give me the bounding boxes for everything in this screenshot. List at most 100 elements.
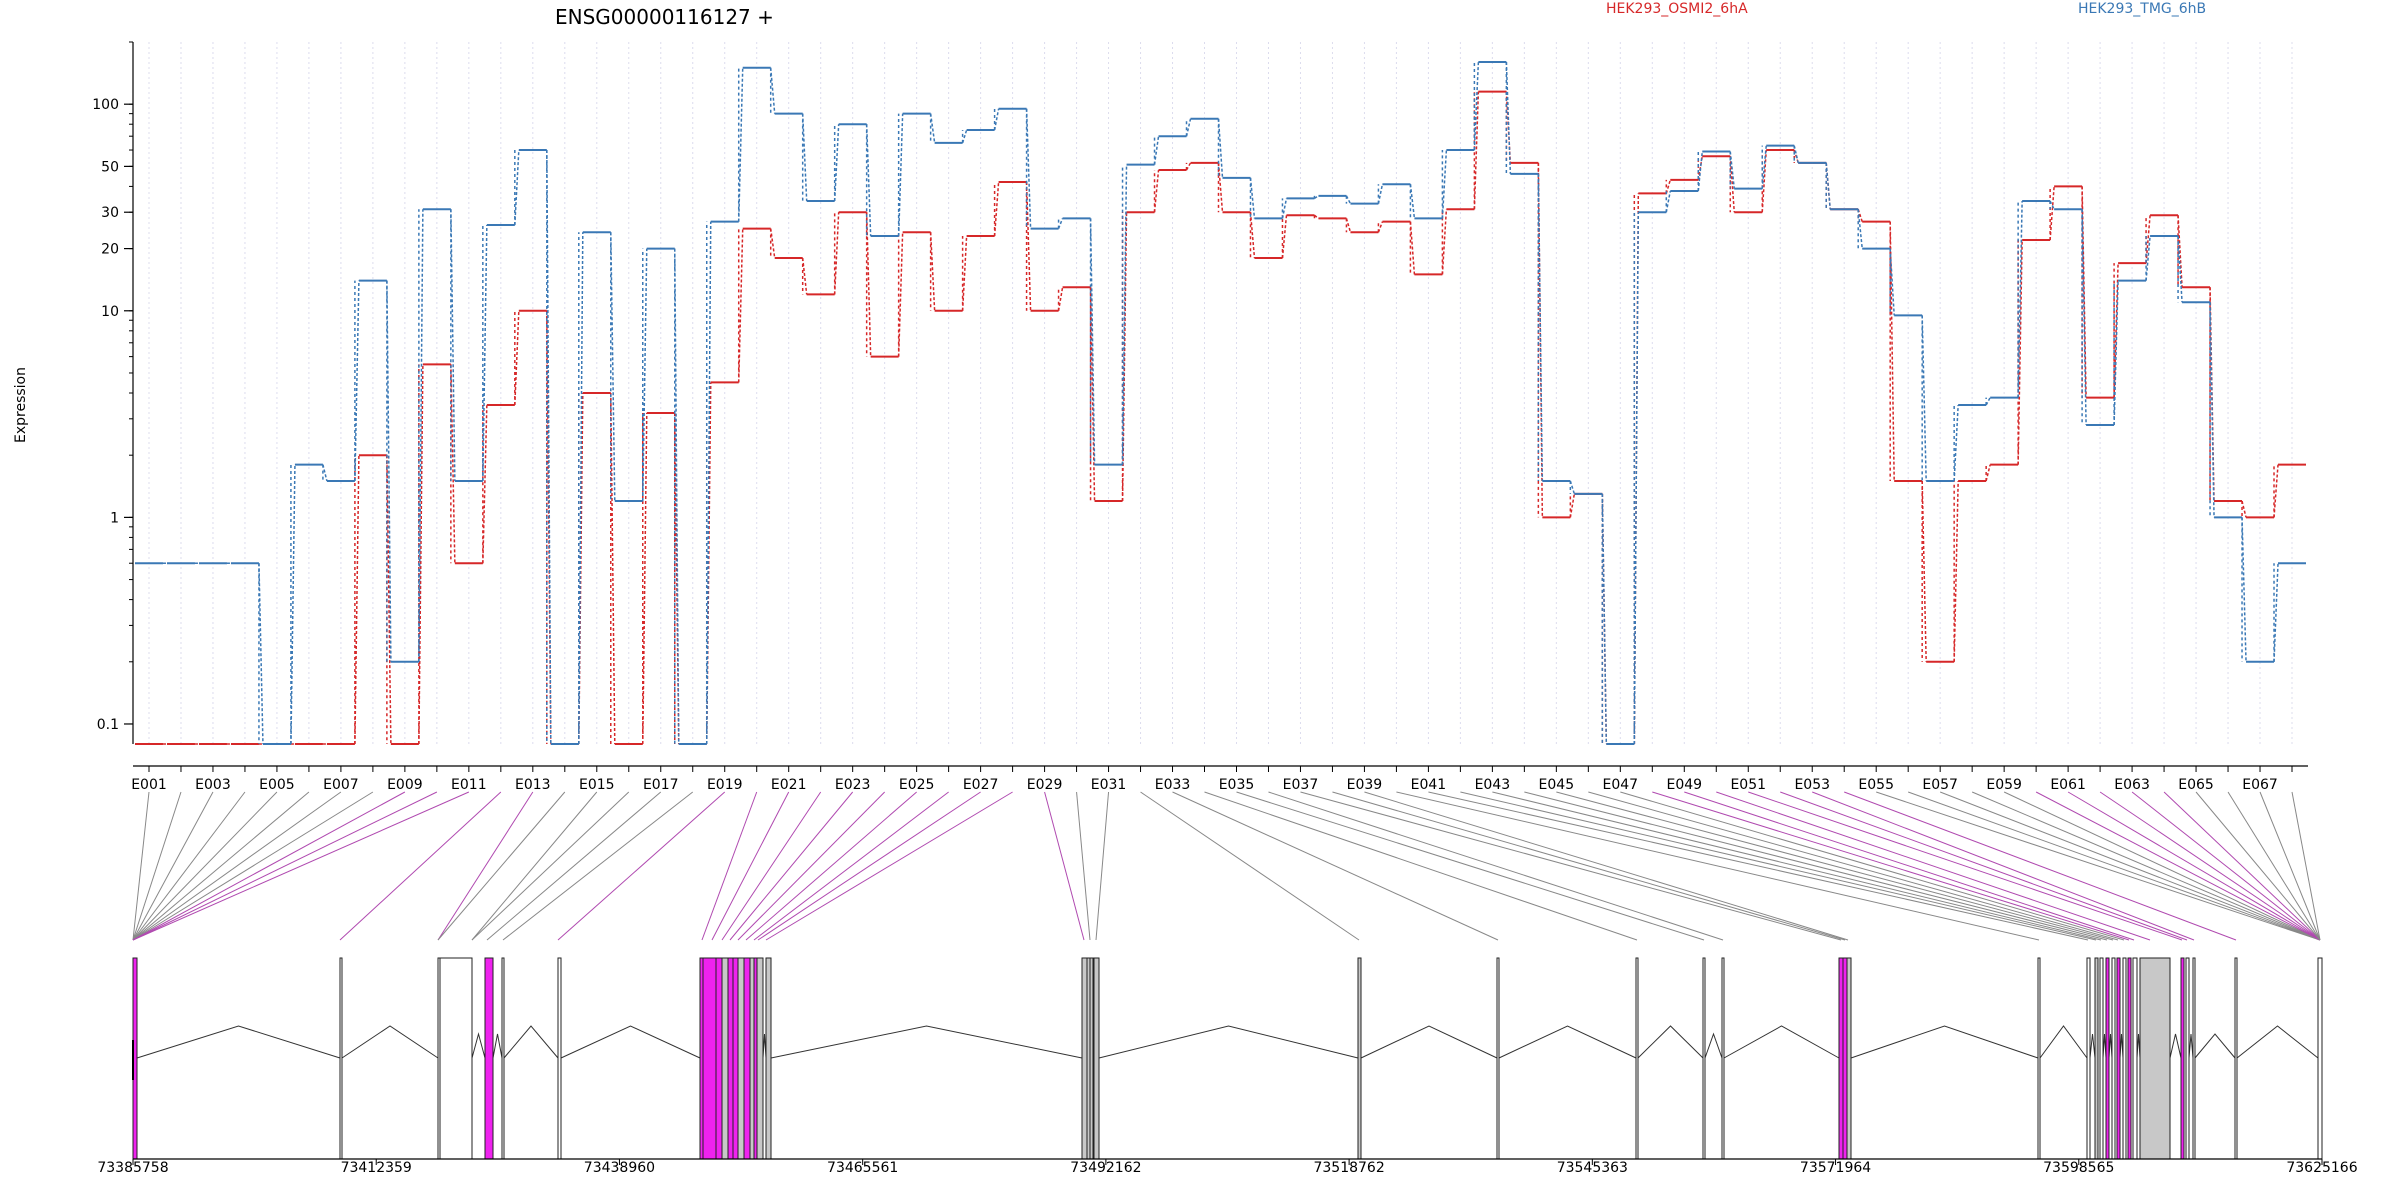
intron-line xyxy=(2169,1033,2182,1059)
exon-block xyxy=(339,957,343,1160)
step-connector xyxy=(1217,162,1224,213)
step-connector xyxy=(1505,61,1512,174)
exon-block xyxy=(557,957,562,1160)
step-connector xyxy=(450,209,456,482)
intron-line xyxy=(136,1025,341,1059)
x-tick-label: E065 xyxy=(2178,777,2214,793)
step-connector xyxy=(1569,493,1576,518)
exon-connector xyxy=(132,791,182,941)
x-tick-label: E037 xyxy=(1283,777,1319,793)
exon-connector xyxy=(132,791,342,941)
step-connector xyxy=(386,280,392,662)
exon-connector xyxy=(1524,791,2108,941)
exon-connector xyxy=(2227,791,2321,941)
step-connector xyxy=(1441,209,1448,275)
intron-line xyxy=(2236,1025,2319,1059)
x-tick-label: E045 xyxy=(1539,777,1575,793)
coord-tick-label: 73412359 xyxy=(341,1160,412,1176)
x-tick-label: E011 xyxy=(451,777,487,793)
exon-block xyxy=(702,957,717,1160)
exon-block xyxy=(2099,957,2104,1160)
series-lines xyxy=(135,61,2306,745)
exon-block xyxy=(1721,957,1725,1160)
coord-tick-label: 73385758 xyxy=(97,1160,168,1176)
coord-tick-label: 73571964 xyxy=(1800,1160,1871,1176)
exon-connector xyxy=(1204,791,1638,941)
exon-connector xyxy=(471,791,630,941)
exon-connector xyxy=(437,791,534,941)
x-tick-label: E063 xyxy=(2114,777,2150,793)
step-connector xyxy=(1409,221,1416,275)
exon-block xyxy=(2122,957,2127,1160)
y-axis: 0.1 1 10 20 30 50 100 xyxy=(92,41,134,744)
y-axis-label: Expression xyxy=(13,367,29,443)
exon-connector xyxy=(1300,791,1842,941)
exon-connector xyxy=(757,791,981,941)
intron-line xyxy=(1637,1025,1704,1059)
exon-connector xyxy=(1556,791,2114,941)
x-tick-label: E023 xyxy=(835,777,871,793)
exon-connector xyxy=(1332,791,1846,941)
exon-connector xyxy=(502,791,694,941)
exon-connector xyxy=(132,791,470,941)
exon-connector xyxy=(2259,791,2321,941)
step-connector xyxy=(2177,215,2183,288)
exon-connector xyxy=(132,791,438,941)
exon-connector xyxy=(132,791,278,941)
step-connector xyxy=(705,221,712,745)
exon-block xyxy=(756,957,764,1160)
x-tick-label: E039 xyxy=(1347,777,1383,793)
coord-tick-label: 73545363 xyxy=(1557,1160,1628,1176)
x-tick-label: E053 xyxy=(1794,777,1830,793)
legend-series-b: HEK293_TMG_6hB xyxy=(2078,1,2206,17)
step-connector xyxy=(1889,248,1895,316)
exon-connector xyxy=(1095,791,1110,941)
exon-block xyxy=(1357,957,1362,1160)
intron-line xyxy=(2194,1033,2236,1059)
exon-block xyxy=(2127,957,2132,1160)
exon-block xyxy=(743,957,751,1160)
exon-connector xyxy=(1396,791,2040,941)
x-tick-label: E003 xyxy=(195,777,231,793)
x-tick-label: E055 xyxy=(1858,777,1894,793)
exon-gridlines xyxy=(148,42,2293,744)
exon-block xyxy=(1093,957,1100,1160)
exon-connector xyxy=(437,791,566,941)
exon-connector xyxy=(701,791,758,941)
exon-connector xyxy=(132,791,214,941)
x-tick-label: E067 xyxy=(2242,777,2278,793)
step-connector xyxy=(450,364,456,564)
step-connector xyxy=(1089,218,1096,465)
intron-line xyxy=(492,1033,503,1059)
exon-connector xyxy=(1748,791,2183,941)
step-connector xyxy=(1409,184,1416,219)
y-tick-label: 10 xyxy=(101,304,119,320)
exon-connector xyxy=(765,791,1013,941)
exon-connector xyxy=(2003,791,2321,941)
series-b-line xyxy=(135,61,2306,745)
exon-connector xyxy=(2035,791,2321,941)
exon-connector xyxy=(1908,791,2321,941)
exon-block xyxy=(1081,957,1088,1160)
x-tick-label: E015 xyxy=(579,777,615,793)
exon-connector xyxy=(729,791,854,941)
step-connector xyxy=(418,364,424,745)
intron-line xyxy=(1704,1032,1723,1059)
x-tick-label: E041 xyxy=(1411,777,1447,793)
exon-block xyxy=(484,957,494,1160)
exon-connector xyxy=(132,791,310,941)
y-tick-label: 1 xyxy=(110,510,119,526)
x-axis: E001 E003 E005 E007 E009 E011 E013 E015 E017 E019… xyxy=(131,765,2308,793)
step-connector xyxy=(865,212,872,357)
step-connector xyxy=(2113,280,2119,426)
step-connector xyxy=(1665,190,1672,213)
step-connector xyxy=(737,228,744,383)
step-connector xyxy=(2273,464,2279,518)
intron-line xyxy=(560,1025,701,1059)
step-connector xyxy=(2209,302,2215,518)
step-connector xyxy=(1537,173,1544,482)
exon-block xyxy=(2037,957,2041,1160)
x-tick-label: E033 xyxy=(1155,777,1191,793)
exon-block xyxy=(1635,957,1639,1160)
exon-connector xyxy=(1268,791,1724,941)
